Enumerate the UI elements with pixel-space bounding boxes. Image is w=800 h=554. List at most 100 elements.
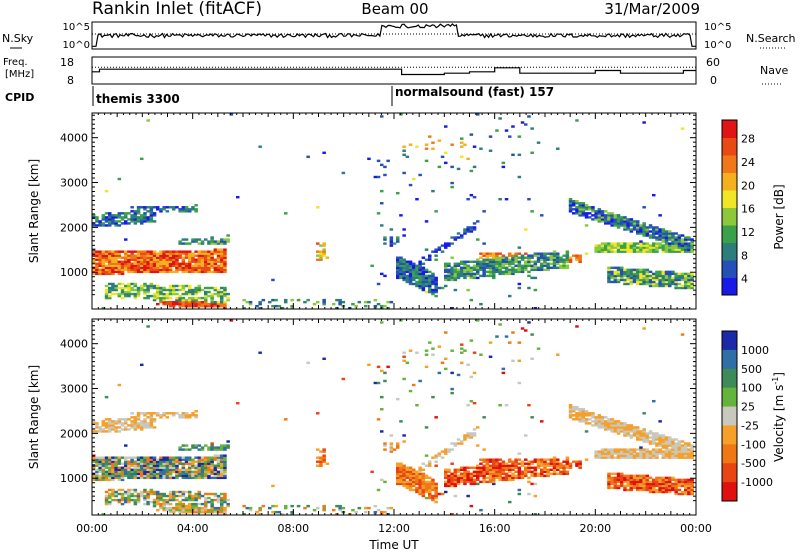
- velocity-cell: [511, 478, 515, 482]
- power-cell: [120, 270, 125, 274]
- power-cell: [296, 298, 301, 302]
- power-cell: [159, 208, 163, 211]
- velocity-cell: [437, 452, 442, 455]
- velocity-cell: [511, 468, 515, 471]
- power-cell: [655, 226, 659, 229]
- power-cell: [213, 248, 218, 251]
- power-cell: [671, 282, 675, 286]
- velocity-cell: [207, 446, 211, 449]
- velocity-cell: [140, 490, 144, 494]
- power-cell: [178, 208, 182, 211]
- velocity-cell: [175, 472, 179, 476]
- velocity-cell: [104, 470, 109, 474]
- velocity-cell: [626, 450, 630, 453]
- power-cell: [124, 262, 128, 265]
- power-cell: [124, 286, 128, 290]
- power-cell: [181, 262, 186, 265]
- power-cell: [210, 250, 214, 253]
- power-cell: [149, 214, 154, 217]
- velocity-cell: [690, 492, 694, 496]
- velocity-cell: [664, 450, 669, 453]
- velocity-cell: [447, 470, 451, 474]
- power-cell: [92, 262, 96, 265]
- power-cell: [402, 276, 406, 280]
- velocity-cell: [223, 508, 227, 512]
- power-cell: [101, 214, 106, 217]
- power-cell: [188, 292, 192, 296]
- velocity-cell: [428, 476, 432, 480]
- velocity-cell: [469, 436, 474, 439]
- power-cell: [194, 210, 198, 213]
- velocity-cell: [594, 418, 598, 421]
- velocity-cell: [431, 494, 435, 498]
- power-cell: [504, 197, 509, 201]
- velocity-cell: [172, 510, 176, 514]
- velocity-cell: [98, 466, 102, 469]
- power-cell: [642, 242, 646, 245]
- power-cell: [399, 274, 403, 278]
- velocity-cell: [117, 460, 122, 463]
- power-cell: [645, 228, 650, 231]
- power-cell: [655, 232, 659, 235]
- velocity-cell: [642, 440, 646, 443]
- power-cell: [588, 212, 592, 215]
- velocity-cell: [95, 464, 99, 467]
- power-cell: [188, 268, 192, 272]
- velocity-cell: [172, 414, 176, 417]
- velocity-cell: [146, 422, 150, 425]
- velocity-cell: [450, 448, 454, 451]
- velocity-cell: [156, 472, 160, 476]
- velocity-cell: [568, 410, 573, 413]
- velocity-cell: [466, 474, 470, 478]
- power-cell: [556, 254, 560, 257]
- velocity-cell: [684, 478, 688, 482]
- power-cell: [552, 258, 557, 261]
- power-cell: [508, 260, 512, 263]
- velocity-cell: [101, 468, 106, 471]
- power-cell: [220, 302, 224, 306]
- colorbar-tick-label: 500: [741, 363, 762, 376]
- velocity-cell: [165, 498, 170, 502]
- velocity-cell: [687, 486, 691, 490]
- power-cell: [639, 232, 643, 235]
- velocity-cell: [418, 474, 422, 478]
- power-cell: [178, 240, 182, 243]
- colorbar-tick-label: 24: [741, 156, 755, 169]
- power-cell: [117, 256, 122, 259]
- power-cell: [636, 226, 640, 229]
- velocity-cell: [402, 464, 406, 467]
- velocity-cell: [213, 508, 218, 512]
- power-cell: [124, 220, 128, 223]
- power-cell: [159, 258, 163, 261]
- power-cell: [178, 252, 182, 255]
- power-cell: [216, 270, 221, 274]
- power-cell: [194, 286, 198, 290]
- power-cell: [405, 260, 410, 263]
- velocity-cell: [639, 454, 643, 457]
- velocity-cell: [469, 434, 474, 437]
- power-cell: [168, 266, 173, 270]
- power-cell: [114, 254, 118, 257]
- velocity-cell: [476, 464, 480, 467]
- power-cell: [162, 264, 166, 268]
- power-cell: [639, 230, 643, 233]
- velocity-cell: [175, 464, 179, 467]
- velocity-cell: [111, 478, 115, 482]
- power-cell: [133, 260, 138, 263]
- power-cell: [540, 254, 544, 257]
- power-cell: [674, 280, 678, 284]
- power-cell: [108, 270, 112, 274]
- power-cell: [181, 268, 186, 272]
- velocity-cell: [658, 450, 662, 453]
- velocity-cell: [399, 319, 403, 322]
- velocity-cell: [629, 454, 634, 457]
- power-cell: [402, 268, 406, 272]
- power-cell: [152, 254, 157, 257]
- velocity-cell: [648, 476, 653, 480]
- power-cell: [399, 256, 403, 259]
- y-tick-label: 2000: [60, 221, 88, 234]
- velocity-cell: [216, 494, 221, 498]
- power-cell: [210, 252, 214, 255]
- power-cell: [456, 270, 461, 274]
- power-cell: [620, 216, 624, 219]
